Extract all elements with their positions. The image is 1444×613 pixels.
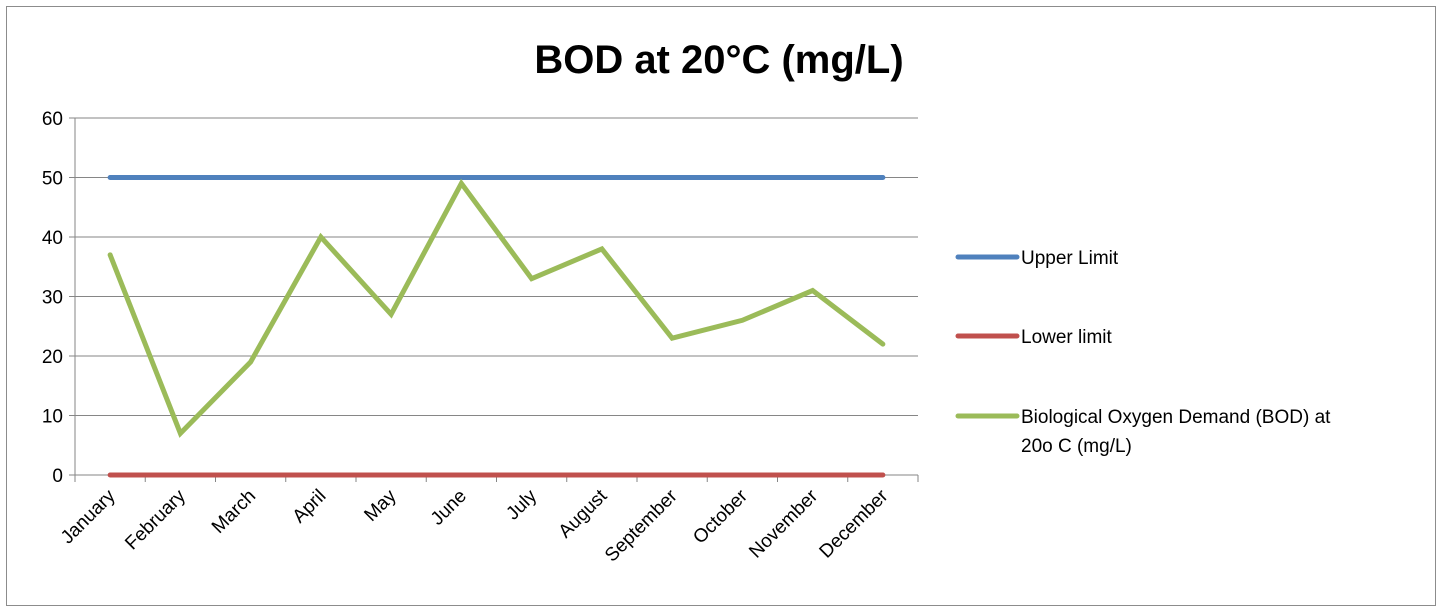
y-tick-label: 40	[42, 228, 63, 249]
gridlines	[75, 117, 918, 416]
chart-title: BOD at 20°C (mg/L)	[534, 38, 903, 82]
legend-label-1: Lower limit	[1021, 327, 1113, 348]
x-tick-label: September	[601, 485, 682, 566]
series-line-2	[107, 178, 886, 438]
legend-label-2: Biological Oxygen Demand (BOD) at 20o C (…	[1021, 407, 1331, 457]
x-tick-label: August	[555, 485, 612, 542]
x-tick-label: May	[360, 485, 401, 526]
y-tick-label: 30	[42, 288, 63, 309]
y-tick-label: 60	[42, 109, 63, 130]
legend-label-0: Upper Limit	[1021, 248, 1119, 269]
x-tick-label: June	[427, 486, 471, 530]
y-tick-label: 0	[52, 466, 63, 487]
x-tick-label: March	[208, 486, 260, 538]
y-tick-label: 20	[42, 347, 63, 368]
series-lines	[107, 175, 886, 478]
y-tick-label: 10	[42, 407, 63, 428]
x-tick-label: January	[57, 485, 120, 548]
x-tick-label: February	[121, 485, 190, 554]
legend: Upper Limit Lower limit Biological Oxygen …	[955, 248, 1331, 457]
x-tick-label: April	[289, 486, 331, 528]
y-tick-label: 50	[42, 169, 63, 190]
x-tick-label: July	[502, 485, 541, 524]
x-tick-label: November	[745, 485, 822, 562]
chart-frame	[6, 6, 1436, 606]
x-tick-label: December	[816, 485, 893, 562]
x-tick-label: October	[689, 485, 752, 548]
